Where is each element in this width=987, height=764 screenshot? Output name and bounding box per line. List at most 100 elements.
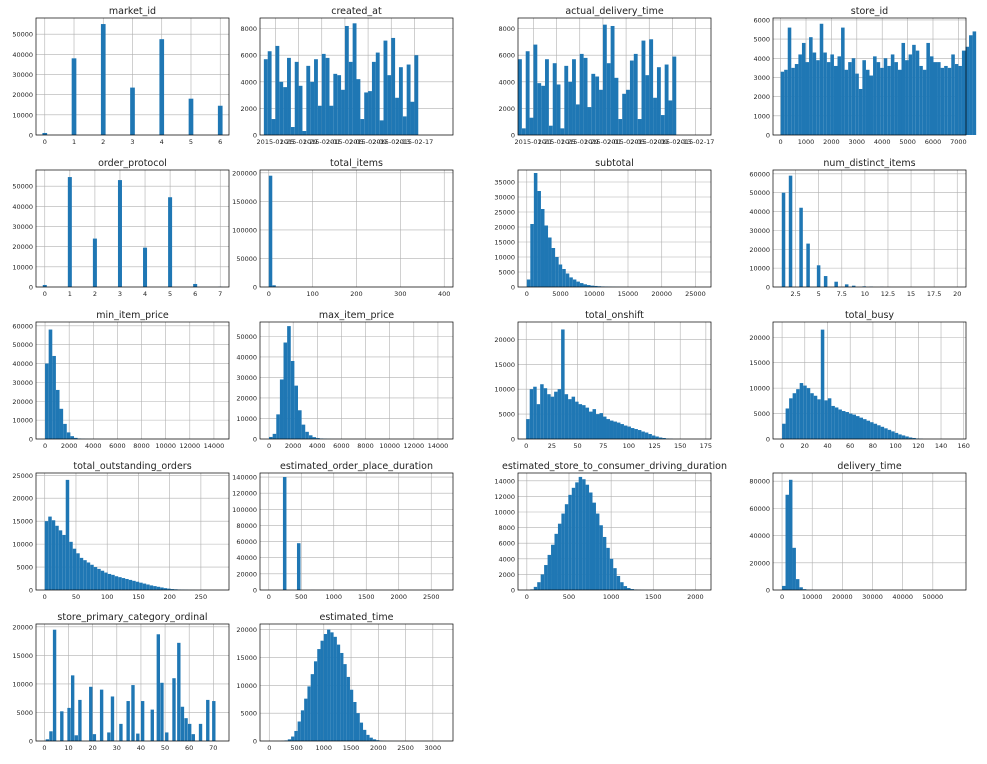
histogram-bar: [627, 427, 630, 439]
y-tick-label: 15000: [12, 518, 33, 526]
x-tick-label: 40: [823, 442, 831, 450]
histogram-bar: [87, 562, 90, 590]
x-tick-label: 20000: [832, 593, 853, 601]
histogram-bar: [407, 65, 411, 135]
plot-frame: [36, 170, 229, 287]
y-tick-label: 40000: [749, 208, 770, 216]
histogram-bar: [49, 330, 53, 439]
histogram-bar: [568, 495, 571, 590]
x-tick-label: 0: [525, 290, 529, 298]
y-tick-label: 60000: [749, 170, 770, 178]
histogram-bar: [642, 41, 646, 135]
histogram-bar: [360, 723, 363, 741]
x-tick-label: 500: [290, 744, 302, 752]
x-tick-label: 10000: [802, 593, 823, 601]
x-tick-label: 0: [780, 593, 784, 601]
y-tick-label: 10000: [12, 111, 33, 119]
histogram-bar: [814, 396, 818, 439]
chart-num_distinct_items: num_distinct_items0100002000030000400005…: [749, 158, 966, 298]
y-tick-label: 10000: [494, 254, 515, 262]
y-tick-label: 10000: [749, 385, 770, 393]
chart-title: estimated_time: [319, 612, 393, 623]
histogram-bar: [399, 67, 403, 135]
y-tick-label: 30000: [494, 194, 515, 202]
y-tick-label: 120000: [232, 490, 257, 498]
histogram-bar: [549, 126, 553, 135]
histogram-bar: [340, 653, 343, 741]
histogram-bar: [610, 559, 613, 590]
histogram-bar: [321, 641, 324, 741]
y-tick-label: 50000: [12, 183, 33, 191]
x-tick-label: 100: [306, 290, 318, 298]
y-tick-label: 30000: [749, 227, 770, 235]
histogram-bar: [634, 54, 638, 135]
histogram-bar: [792, 548, 795, 590]
histogram-bar: [962, 51, 966, 135]
x-tick-label: 8000: [357, 442, 374, 450]
y-tick-label: 20000: [749, 334, 770, 342]
histogram-bar: [52, 520, 55, 590]
histogram-bar: [275, 46, 279, 135]
histogram-bar: [111, 575, 114, 590]
histogram-bar: [540, 384, 543, 439]
y-tick-label: 80000: [749, 478, 770, 486]
histogram-bar: [530, 118, 534, 135]
x-tick-label: 5000: [899, 138, 916, 146]
histogram-bar: [565, 394, 568, 439]
histogram-bar: [363, 730, 366, 741]
histogram-bar: [891, 54, 895, 135]
x-tick-label: 3: [130, 138, 134, 146]
histogram-bar: [615, 78, 619, 135]
histogram-bar: [139, 583, 142, 590]
histogram-bar: [579, 477, 582, 590]
plot-frame: [773, 473, 966, 590]
histogram-bar: [638, 430, 641, 439]
histogram-bar: [930, 56, 934, 135]
y-tick-label: 12000: [494, 493, 515, 501]
histogram-bar: [131, 685, 134, 741]
x-tick-label: 4: [143, 290, 147, 298]
x-tick-label: 6000: [925, 138, 942, 146]
x-tick-label: 100: [889, 442, 901, 450]
histogram-bar: [304, 699, 307, 741]
histogram-bar: [90, 565, 93, 590]
x-tick-label: 60: [185, 744, 193, 752]
histogram-bar: [849, 414, 853, 439]
chart-title: market_id: [109, 6, 156, 17]
x-tick-label: 0: [43, 138, 47, 146]
y-tick-label: 1000: [753, 112, 770, 120]
histogram-bar: [835, 407, 839, 439]
histogram-bar: [188, 724, 191, 741]
histogram-bar: [862, 60, 866, 135]
histogram-bar: [562, 269, 566, 287]
histogram-bar: [70, 436, 74, 439]
histogram-bar: [522, 128, 526, 135]
x-tick-label: 0: [267, 744, 271, 752]
histogram-bar: [555, 257, 559, 287]
y-tick-label: 0: [253, 587, 257, 595]
histogram-bar: [838, 409, 842, 439]
x-tick-label: 140: [935, 442, 947, 450]
y-tick-label: 5000: [498, 411, 515, 419]
x-tick-label: 150: [132, 593, 144, 601]
x-tick-label: 100: [623, 442, 635, 450]
histogram-bar: [337, 645, 340, 741]
histogram-bar: [212, 701, 215, 741]
y-tick-label: 0: [29, 284, 33, 292]
histogram-bar: [834, 66, 838, 135]
y-tick-label: 20000: [749, 559, 770, 567]
histogram-bar: [118, 577, 121, 590]
histogram-bar: [541, 574, 544, 590]
y-tick-label: 20000: [12, 243, 33, 251]
x-tick-label: 5: [168, 290, 172, 298]
histogram-bar: [784, 70, 788, 135]
histogram-bar: [55, 526, 58, 590]
x-tick-label: 0: [43, 593, 47, 601]
x-tick-label: 120: [912, 442, 924, 450]
histogram-bar: [387, 75, 391, 135]
histogram-bar: [645, 75, 649, 135]
x-tick-label: 0: [267, 593, 271, 601]
x-tick-label: 50: [161, 744, 169, 752]
histogram-bar: [345, 26, 349, 135]
histogram-bar: [620, 582, 623, 590]
